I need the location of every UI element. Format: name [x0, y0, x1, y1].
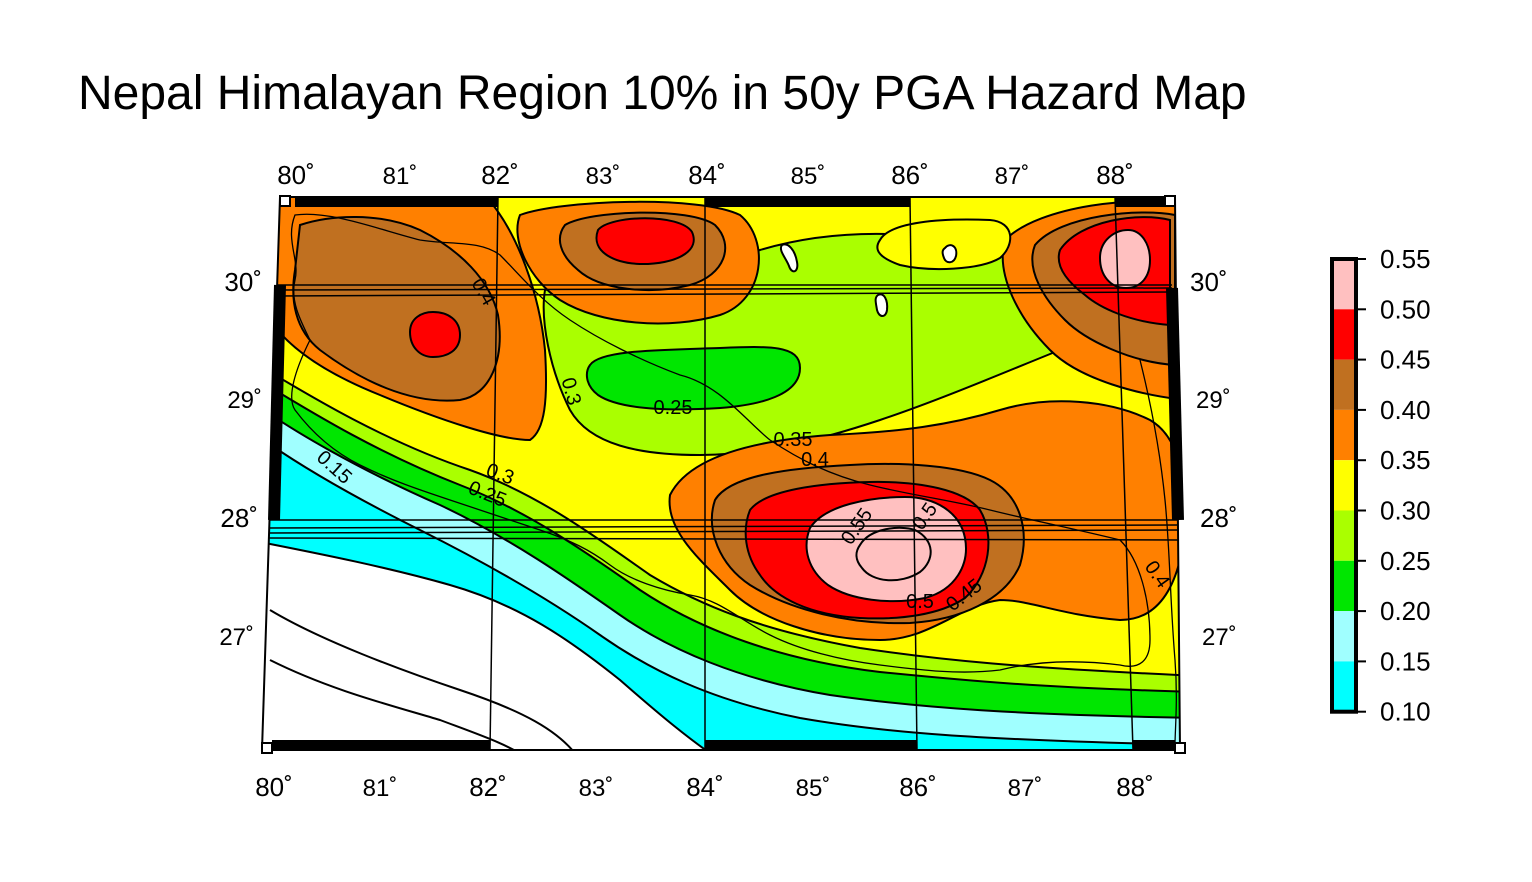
color-legend: 0.55 0.50 0.45 0.40 0.35 0.30 0.25 0.20 0.15 0.10	[1330, 244, 1431, 727]
tibet-border	[1139, 359, 1177, 746]
longitude-label-bottom: 82˚	[469, 772, 507, 802]
nepal-border	[290, 213, 1151, 673]
legend-label: 0.35	[1380, 445, 1431, 475]
hazard-zone-050-ne	[1098, 228, 1152, 290]
latitude-label-left: 30˚	[224, 267, 262, 297]
longitude-label-top: 80˚	[277, 160, 315, 190]
lake-outline-3	[941, 244, 958, 264]
longitude-label-bottom: 81˚	[363, 775, 398, 802]
legend-label: 0.25	[1380, 546, 1431, 576]
graticule	[267, 197, 1180, 750]
longitude-label-bottom: 85˚	[796, 775, 831, 802]
legend-swatch	[1332, 510, 1356, 561]
longitude-label-top: 85˚	[791, 163, 826, 190]
latitude-label-left: 28˚	[220, 503, 258, 533]
longitude-label-bottom: 83˚	[579, 775, 614, 802]
legend-swatch	[1332, 611, 1356, 662]
legend-swatch	[1332, 661, 1356, 712]
legend-label: 0.45	[1380, 345, 1431, 375]
lake-outline-1	[779, 243, 799, 273]
longitude-label-top: 84˚	[688, 160, 726, 190]
longitude-label-bottom: 84˚	[686, 772, 724, 802]
longitude-label-bottom: 86˚	[899, 772, 937, 802]
map-area[interactable]	[250, 190, 1200, 760]
longitude-label-bottom: 80˚	[255, 772, 293, 802]
hazard-zone-030-small	[876, 218, 1012, 271]
legend-swatch	[1332, 560, 1356, 612]
contour-label: 0.25	[654, 397, 693, 419]
legend-label: 0.55	[1380, 244, 1431, 274]
hazard-zone-045-nc	[595, 217, 695, 266]
hazard-zone-below-010	[262, 538, 724, 750]
legend-label: 0.30	[1380, 496, 1431, 526]
longitude-label-top: 86˚	[891, 160, 929, 190]
legend-label: 0.10	[1380, 697, 1431, 727]
latitude-label-right: 27˚	[1202, 624, 1237, 651]
longitude-label-top: 83˚	[586, 163, 621, 190]
longitude-label-top: 81˚	[383, 163, 418, 190]
longitude-label-top: 82˚	[481, 160, 519, 190]
legend-label: 0.15	[1380, 646, 1431, 676]
legend-swatch	[1332, 309, 1356, 360]
contour-line-low	[269, 609, 581, 750]
contour-line-low-2	[269, 659, 531, 750]
hazard-zone-050-center	[805, 495, 967, 603]
legend-frame	[1330, 257, 1358, 714]
contour-label: 0.4	[801, 449, 829, 471]
longitude-label-top: 88˚	[1096, 160, 1134, 190]
legend-swatch	[1332, 259, 1356, 310]
legend-label: 0.40	[1380, 395, 1431, 425]
latitude-labels-left: 30˚ 29˚ 28˚ 27˚	[219, 267, 262, 651]
legend-swatch	[1332, 460, 1356, 511]
hazard-zone-045-nw	[408, 310, 462, 359]
latitude-label-right: 28˚	[1200, 503, 1238, 533]
contour-line-055	[855, 526, 932, 582]
latitude-label-right: 29˚	[1196, 387, 1231, 414]
latitude-labels-right: 30˚ 29˚ 28˚ 27˚	[1190, 267, 1238, 651]
longitude-labels-top: 80˚ 81˚ 82˚ 83˚ 84˚ 85˚ 86˚ 87˚ 88˚	[277, 160, 1134, 190]
lake-outline-2	[874, 293, 889, 317]
legend-swatch	[1332, 409, 1356, 461]
longitude-label-bottom: 88˚	[1116, 772, 1154, 802]
legend-label: 0.50	[1380, 294, 1431, 324]
longitude-labels-bottom: 80˚ 81˚ 82˚ 83˚ 84˚ 85˚ 86˚ 87˚ 88˚	[255, 772, 1154, 802]
legend-swatch	[1332, 359, 1356, 410]
longitude-label-bottom: 87˚	[1008, 775, 1043, 802]
latitude-label-left: 29˚	[227, 387, 262, 414]
latitude-label-left: 27˚	[219, 624, 254, 651]
legend-label: 0.20	[1380, 596, 1431, 626]
latitude-label-right: 30˚	[1190, 267, 1228, 297]
longitude-label-top: 87˚	[995, 163, 1030, 190]
contour-label: 0.35	[774, 429, 813, 451]
contour-label: 0.5	[906, 591, 934, 613]
hazard-zone-020-center	[585, 346, 802, 411]
page-title: Nepal Himalayan Region 10% in 50y PGA Ha…	[78, 67, 1247, 120]
map-frame	[260, 195, 1186, 754]
